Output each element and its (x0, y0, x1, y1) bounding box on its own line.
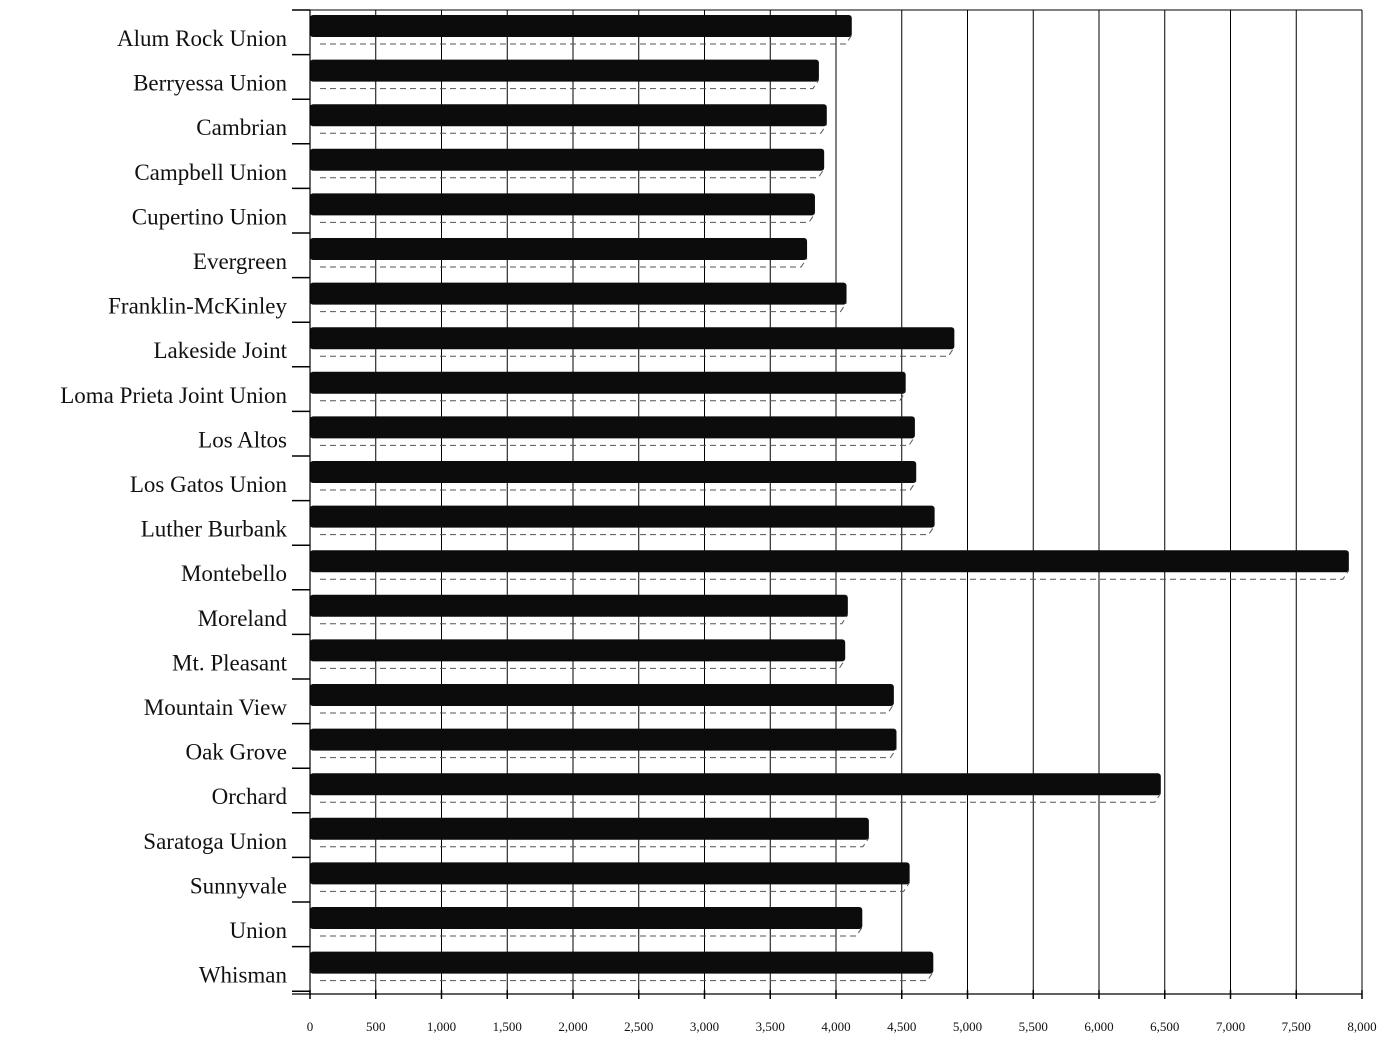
bar-shadow-edge (320, 79, 820, 90)
bar-shadow-edge (320, 792, 1162, 803)
x-tick-label: 6,000 (1084, 1019, 1113, 1034)
x-tick-label: 4,000 (821, 1019, 850, 1034)
category-label: Oak Grove (185, 740, 287, 765)
bar-cupertino-union (310, 193, 815, 216)
x-tick-label: 4,500 (887, 1019, 916, 1034)
category-label: Orchard (212, 784, 288, 809)
bar-shadow-edge (320, 213, 816, 223)
bar-whisman (310, 951, 934, 974)
bar-shadow-edge (320, 882, 911, 892)
bar-shadow-edge (320, 659, 846, 669)
bar-shadow-edge (320, 614, 849, 625)
category-label: Loma Prieta Joint Union (60, 383, 287, 408)
x-tick-label: 1,000 (427, 1019, 456, 1034)
x-tick-label: 5,000 (953, 1019, 982, 1034)
category-label: Mountain View (144, 695, 288, 720)
bar-cambrian (310, 104, 827, 127)
bar-evergreen (310, 238, 808, 260)
bar-shadow-edge (320, 926, 863, 937)
bar-los-gatos-union (310, 461, 917, 483)
bar-saratoga-union (310, 817, 869, 840)
bar-lakeside-joint (310, 327, 955, 350)
x-tick-label: 0 (307, 1019, 314, 1034)
bar-shadow-edge (320, 480, 917, 491)
bar-shadow-edge (320, 748, 897, 759)
category-label: Campbell Union (134, 160, 287, 185)
x-tick-label: 6,500 (1150, 1019, 1179, 1034)
x-tick-label: 2,500 (624, 1019, 653, 1034)
x-tick-label: 3,500 (756, 1019, 785, 1034)
category-label: Sunnyvale (190, 873, 287, 898)
bar-alum-rock-union (310, 15, 852, 37)
bar-union (310, 907, 863, 929)
bar-mountain-view (310, 684, 894, 706)
bar-shadow-edge (320, 971, 934, 982)
x-tick-label: 5,500 (1019, 1019, 1048, 1034)
bar-sunnyvale (310, 862, 910, 885)
x-tick-label: 8,000 (1347, 1019, 1376, 1034)
x-axis: 0 500 1,000 1,500 2,000 2,500 3,000 3,500 4,000 4… (292, 9, 1377, 1034)
category-labels: Alum Rock Union Berryessa Union Cambrian Ca… (60, 26, 287, 988)
x-tick-label: 3,000 (690, 1019, 719, 1034)
category-label: Los Gatos Union (130, 472, 288, 497)
category-label: Lakeside Joint (154, 338, 288, 363)
bar-shadow-edge (320, 34, 853, 45)
x-tick-label: 500 (366, 1019, 386, 1034)
category-label: Luther Burbank (141, 517, 288, 542)
bar-shadow-edge (320, 837, 870, 848)
bar-shadow-edge (320, 302, 847, 313)
bar-montebello (310, 550, 1349, 573)
x-tick-label: 7,500 (1282, 1019, 1311, 1034)
x-tick-label: 1,500 (493, 1019, 522, 1034)
bar-shadow-edge (320, 525, 936, 536)
bar-shadow-edge (320, 123, 828, 134)
x-tick-label: 7,000 (1216, 1019, 1245, 1034)
bar-moreland (310, 594, 848, 617)
bar-shadow-edge (320, 391, 907, 402)
bar-shadow-edge (320, 346, 955, 357)
category-label: Cambrian (196, 115, 287, 140)
category-label: Franklin-McKinley (108, 294, 287, 319)
category-label: Moreland (198, 606, 288, 631)
grid-layer (310, 9, 1363, 994)
bar-los-altos (310, 416, 915, 439)
x-tick-label: 2,000 (558, 1019, 587, 1034)
category-label: Whisman (199, 963, 288, 988)
bar-franklin-mckinley (310, 282, 847, 305)
category-label: Berryessa Union (133, 71, 287, 96)
category-label: Evergreen (193, 249, 288, 274)
bars-layer (310, 15, 1350, 982)
category-label: Cupertino Union (132, 204, 288, 229)
bar-shadow-edge (320, 569, 1350, 580)
bar-mt-pleasant (310, 639, 846, 662)
category-label: Montebello (181, 561, 287, 586)
bar-luther-burbank (310, 505, 935, 528)
category-label: Mt. Pleasant (172, 650, 288, 675)
bar-campbell-union (310, 148, 825, 171)
bar-oak-grove (310, 728, 897, 751)
bar-loma-prieta-joint-union (310, 371, 906, 394)
bar-shadow-edge (320, 168, 825, 179)
bar-shadow-edge (320, 257, 808, 268)
bar-berryessa-union (310, 59, 819, 82)
category-label: Los Altos (198, 427, 287, 452)
category-label: Union (230, 918, 288, 943)
bar-shadow-edge (320, 703, 895, 714)
bar-orchard (310, 773, 1161, 796)
category-label: Alum Rock Union (117, 26, 287, 51)
category-label: Saratoga Union (143, 829, 287, 854)
